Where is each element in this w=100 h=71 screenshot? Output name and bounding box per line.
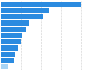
Bar [1, 8, 49, 13]
Bar [1, 45, 18, 51]
Bar [1, 39, 21, 44]
Bar [1, 58, 14, 63]
Bar [1, 2, 81, 7]
Bar [1, 27, 26, 32]
Bar [1, 20, 29, 26]
Bar [1, 52, 15, 57]
Bar [1, 33, 22, 38]
Bar [1, 64, 8, 69]
Bar [1, 14, 43, 19]
